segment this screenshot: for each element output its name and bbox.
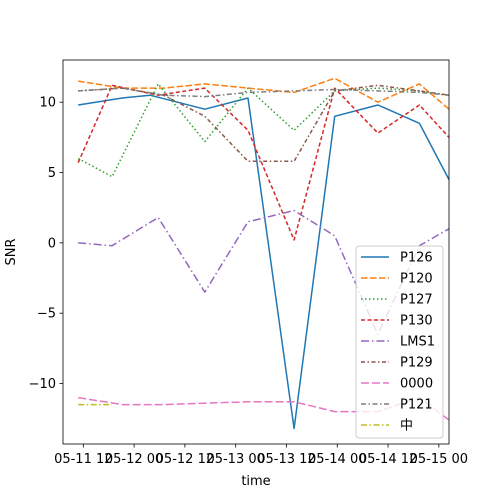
x-tick-label: 05-11 12 [54,452,112,467]
y-axis-label: SNR [4,238,19,265]
legend-label-0: P126 [400,251,433,266]
x-tick-label: 05-14 12 [359,452,417,467]
series-line-1 [78,77,450,110]
y-tick-label: 10 [39,96,56,111]
plot-lines [77,77,450,430]
x-axis-label: time [241,474,270,489]
legend-box [355,245,444,439]
legend: P126 P120 P127 P130 LMS1 P129 0000 P121 中 [355,245,444,439]
legend-label-5: P129 [400,356,433,371]
legend-label-3: P130 [400,314,433,329]
x-tick-label: 05-12 00 [105,452,163,467]
y-tick-label: −10 [29,377,56,392]
legend-label-4: LMS1 [400,335,435,350]
y-tick-label: 5 [48,166,56,181]
x-tick-label: 05-14 00 [308,452,366,467]
legend-label-2: P127 [400,293,433,308]
legend-label-7: P121 [400,398,433,413]
x-tick-label: 05-13 00 [206,452,264,467]
x-tick-label: 05-12 12 [156,452,214,467]
legend-label-6: 0000 [400,377,433,392]
series-line-0 [78,94,450,430]
plot-frame [62,59,450,445]
legend-label-1: P120 [400,272,433,287]
legend-label-8: 中 [400,419,413,434]
x-tick-label: 05-13 12 [257,452,315,467]
series-line-4 [78,209,450,336]
series-line-7 [78,87,450,98]
y-tick-label: 0 [48,236,56,251]
x-tick-label: 05-15 00 [410,452,468,467]
y-axis-ticks: 10 5 0 −5 −10 [29,96,63,392]
y-tick-label: −5 [37,307,56,322]
series-line-2 [77,83,450,178]
